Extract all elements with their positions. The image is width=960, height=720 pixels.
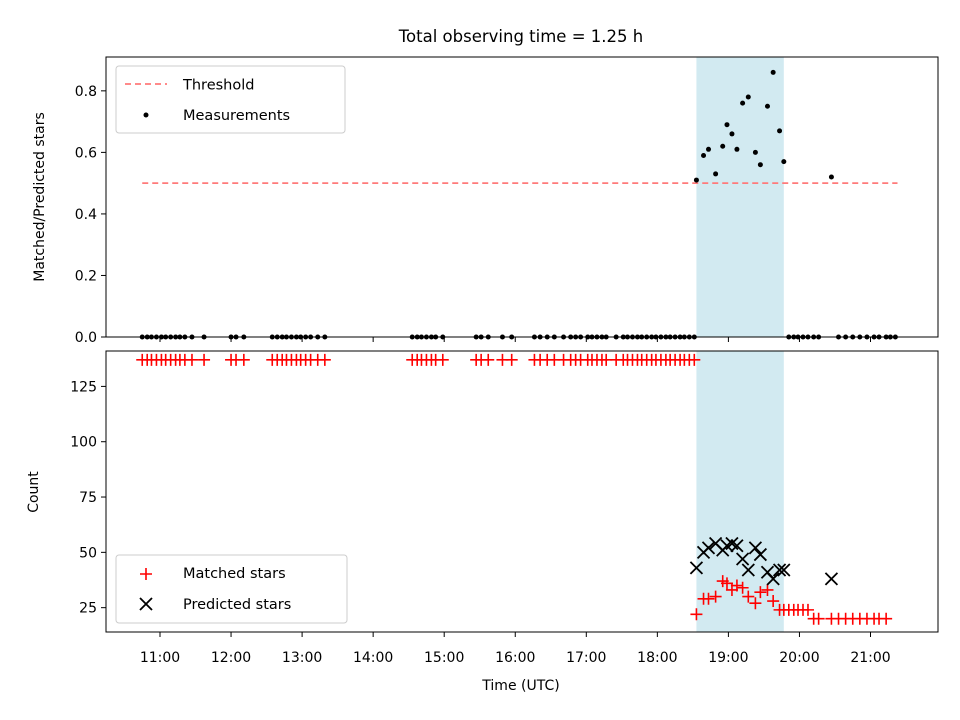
matched-star-marker	[690, 608, 703, 621]
matched-star-marker	[742, 590, 755, 603]
matched-star-marker	[730, 579, 743, 592]
x-tick-label: 21:00	[850, 650, 890, 666]
threshold-legend-label: Threshold	[182, 78, 254, 94]
x-tick-label: 19:00	[708, 650, 748, 666]
bottom-panel: 25 50 75 100 125 11:00 12:00 13:00 14:00 15:00 16…	[26, 350, 939, 694]
measurement-point	[724, 122, 730, 128]
matched-star-marker	[754, 586, 767, 599]
measurement-point	[828, 174, 834, 180]
observing-window-shade	[696, 57, 784, 337]
top-legend: Threshold Measurements	[115, 65, 346, 134]
predicted-star-marker	[689, 561, 704, 575]
bottom-legend: Matched stars Predicted stars	[115, 554, 348, 624]
top-y-tick-label: 0.0	[75, 330, 97, 346]
predicted-star-marker	[772, 563, 787, 577]
top-plot-area	[139, 57, 898, 340]
measurement-point	[720, 143, 726, 149]
bottom-y-tick-label: 125	[70, 379, 97, 395]
measurement-point	[745, 94, 751, 100]
measurement-point	[740, 100, 746, 106]
top-y-tick-label: 0.2	[75, 268, 97, 284]
bottom-plot-area	[136, 351, 893, 632]
x-tick-label: 13:00	[282, 650, 322, 666]
measurement-point	[734, 146, 740, 152]
bottom-y-tick-label: 100	[70, 435, 97, 451]
bottom-legend-box	[115, 554, 348, 624]
x-tick-label: 14:00	[353, 650, 393, 666]
x-tick-label: 15:00	[424, 650, 464, 666]
top-panel: 0.00.20.40.60.8 Matched/Predicted stars …	[32, 56, 939, 346]
measurement-point	[770, 69, 776, 75]
measurement-point	[781, 159, 787, 165]
matched-stars-legend-swatch	[140, 568, 152, 580]
matched-star-marker	[720, 577, 733, 590]
top-y-ticks: 0.0 0.2 0.4 0.6 0.8	[75, 84, 106, 346]
x-tick-label: 16:00	[495, 650, 535, 666]
predicted-star-marker	[777, 563, 791, 577]
x-tick-label: 20:00	[779, 650, 819, 666]
predicted-stars-legend-swatch	[139, 597, 153, 611]
bottom-y-tick-label: 25	[79, 601, 97, 617]
measurement-point	[752, 149, 758, 155]
measurement-point	[706, 146, 712, 152]
matched-star-marker	[880, 612, 893, 625]
x-tick-label: 17:00	[566, 650, 606, 666]
top-x-ticks	[159, 337, 872, 342]
matched-star-marker	[318, 353, 331, 366]
predicted-star-marker	[748, 541, 763, 555]
x-tick-label: 12:00	[211, 650, 251, 666]
measurement-point	[713, 171, 719, 177]
matched-star-marker	[198, 353, 211, 366]
measurement-point	[757, 162, 763, 168]
matched-star-marker	[761, 583, 774, 596]
matched-star-marker	[436, 353, 449, 366]
measurement-point	[701, 152, 707, 158]
measurement-point	[777, 128, 783, 134]
x-tick-label: 11:00	[140, 650, 180, 666]
measurement-point	[764, 103, 770, 109]
predicted-star-marker	[741, 563, 755, 577]
matched-star-marker	[736, 581, 749, 594]
bottom-x-ticks: 11:00 12:00 13:00 14:00 15:00 16:00 17:00 18:00…	[140, 632, 891, 666]
matched-star-marker	[801, 603, 814, 616]
matched-star-marker	[702, 592, 715, 605]
measurements-legend-swatch	[143, 112, 149, 118]
predicted-stars-legend-label: Predicted stars	[183, 597, 291, 613]
matched-star-marker	[812, 612, 825, 625]
predicted-star-marker	[701, 541, 716, 555]
top-legend-box	[115, 65, 346, 134]
bottom-y-ticks: 25 50 75 100 125	[70, 379, 106, 617]
x-axis-label: Time (UTC)	[481, 678, 559, 694]
predicted-star-marker	[735, 552, 750, 566]
matched-star-marker	[482, 353, 495, 366]
matched-star-marker	[237, 353, 250, 366]
predicted-star-marker	[766, 572, 780, 586]
matched-star-marker	[688, 353, 701, 366]
top-y-axis-label: Matched/Predicted stars	[32, 112, 48, 282]
bottom-axes-frame	[105, 350, 939, 633]
predicted-star-marker	[753, 547, 768, 562]
top-y-tick-label: 0.4	[75, 207, 97, 223]
matched-star-marker	[709, 590, 722, 603]
x-tick-label: 18:00	[637, 650, 677, 666]
measurement-point	[729, 131, 735, 137]
matched-star-marker	[505, 353, 518, 366]
top-y-tick-label: 0.8	[75, 84, 97, 100]
matched-stars-legend-label: Matched stars	[183, 566, 286, 582]
bottom-y-axis-label: Count	[26, 471, 42, 513]
matched-star-marker	[185, 353, 198, 366]
measurement-point	[693, 177, 699, 183]
bottom-y-tick-label: 50	[79, 545, 97, 561]
matched-star-marker	[767, 595, 780, 608]
matched-star-marker	[749, 597, 762, 610]
top-axes-frame	[105, 56, 939, 338]
figure-title: Total observing time = 1.25 h	[398, 27, 643, 46]
top-y-tick-label: 0.6	[75, 145, 97, 161]
predicted-star-marker	[824, 572, 839, 586]
predicted-star-marker	[730, 539, 744, 553]
bottom-y-tick-label: 75	[79, 490, 97, 506]
measurements-legend-label: Measurements	[183, 108, 290, 124]
